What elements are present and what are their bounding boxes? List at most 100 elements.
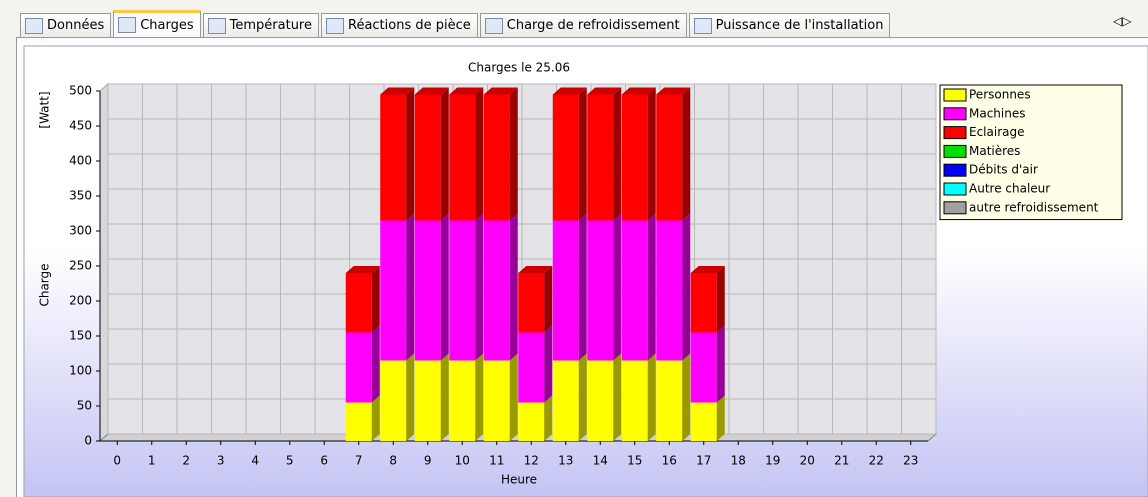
tab[interactable]: Réactions de pièce: [321, 13, 478, 37]
bar-side: [544, 395, 553, 441]
x-tick-label: 14: [593, 454, 608, 468]
bar-segment: [345, 332, 372, 403]
x-tick-label: 3: [217, 454, 225, 468]
bar-segment: [345, 273, 372, 333]
bar-side: [406, 213, 415, 361]
bar-side: [440, 213, 449, 361]
bar-side: [509, 353, 518, 441]
bar-segment: [690, 273, 717, 333]
bar-side: [544, 266, 553, 333]
bar-side: [578, 87, 587, 221]
bar-segment: [656, 220, 683, 361]
x-tick-label: 22: [869, 454, 884, 468]
legend-label: autre refroidissement: [969, 200, 1099, 214]
bar-segment: [552, 94, 579, 221]
bar-side: [647, 353, 656, 441]
tab-icon: [693, 17, 712, 34]
legend-label: Matières: [969, 144, 1020, 158]
bar-segment: [483, 220, 510, 361]
bar-segment: [656, 94, 683, 221]
bar-segment: [345, 402, 372, 441]
tab-label: Puissance de l'installation: [715, 18, 884, 33]
bar-top: [656, 87, 691, 95]
bar-segment: [518, 332, 545, 403]
bar-segment: [414, 94, 441, 221]
y-axis-unit: [Watt]: [38, 91, 52, 128]
bar-segment: [483, 94, 510, 221]
tab-label: Température: [229, 18, 312, 33]
tab[interactable]: Charge de refroidissement: [479, 13, 687, 37]
tab[interactable]: Puissance de l'installation: [688, 13, 891, 37]
legend-swatch: [943, 163, 967, 177]
x-axis-label: Heure: [501, 473, 537, 487]
x-tick-label: 19: [765, 454, 780, 468]
bar-side: [475, 213, 484, 361]
legend-label: Débits d'air: [969, 163, 1038, 177]
bar-side: [440, 87, 449, 221]
bar-segment: [483, 360, 510, 441]
bar-segment: [449, 94, 476, 221]
bar-segment: [414, 220, 441, 361]
bar-side: [613, 213, 622, 361]
bar-segment: [552, 220, 579, 361]
legend-label: Eclairage: [969, 125, 1025, 139]
bar-top: [621, 87, 656, 95]
x-tick-label: 12: [524, 454, 539, 468]
tab-bar: Données Charges Température Réactions de pi…: [20, 10, 891, 37]
y-tick-label: 300: [69, 224, 92, 238]
bar-side: [406, 87, 415, 221]
x-tick-label: 0: [113, 454, 121, 468]
bar-segment: [380, 94, 407, 221]
bar-side: [613, 87, 622, 221]
bar-segment: [449, 220, 476, 361]
y-tick-label: 50: [77, 399, 92, 413]
legend-swatch: [943, 126, 967, 140]
y-tick-label: 200: [69, 294, 92, 308]
y-tick-label: 400: [69, 154, 92, 168]
tab-icon: [118, 17, 137, 33]
y-tick-label: 350: [69, 189, 92, 203]
tab-label: Charges: [140, 17, 194, 33]
legend-box: [939, 84, 1123, 221]
bar-side: [509, 87, 518, 221]
bar-side: [440, 353, 449, 441]
y-tick-label: 100: [69, 364, 92, 378]
tab[interactable]: Charges: [113, 10, 201, 37]
bar-segment: [380, 220, 407, 361]
bar-segment: [621, 220, 648, 361]
legend-label: Machines: [969, 106, 1025, 120]
tab-icon: [326, 17, 344, 34]
x-tick-label: 2: [182, 454, 190, 468]
x-tick-label: 4: [251, 454, 259, 468]
bar-top: [587, 87, 622, 95]
bar-side: [716, 395, 725, 441]
bar-side: [682, 213, 691, 361]
x-tick-label: 17: [696, 454, 711, 468]
bar-side: [716, 325, 725, 403]
bar-top: [483, 87, 518, 95]
tab[interactable]: Données: [20, 13, 112, 37]
x-tick-label: 18: [731, 454, 746, 468]
y-tick-label: 500: [69, 84, 92, 98]
legend-swatch: [943, 201, 967, 215]
bar-segment: [380, 360, 407, 441]
x-tick-label: 23: [903, 454, 918, 468]
chart-title: Charges le 25.06: [468, 61, 570, 75]
bar-segment: [587, 360, 614, 441]
legend-label: Personnes: [969, 88, 1031, 102]
bar-side: [716, 266, 725, 333]
tab-scroll[interactable]: ◁▷: [1113, 14, 1132, 28]
bar-segment: [621, 94, 648, 221]
tab-label: Données: [47, 18, 105, 33]
tab[interactable]: Température: [202, 13, 319, 37]
x-tick-label: 13: [558, 454, 573, 468]
bar-segment: [518, 402, 545, 441]
legend-swatch: [943, 182, 967, 196]
tab-label: Charge de refroidissement: [506, 18, 680, 33]
bar-side: [578, 213, 587, 361]
bar-side: [613, 353, 622, 441]
x-tick-label: 15: [627, 454, 642, 468]
tab-icon: [25, 17, 43, 34]
